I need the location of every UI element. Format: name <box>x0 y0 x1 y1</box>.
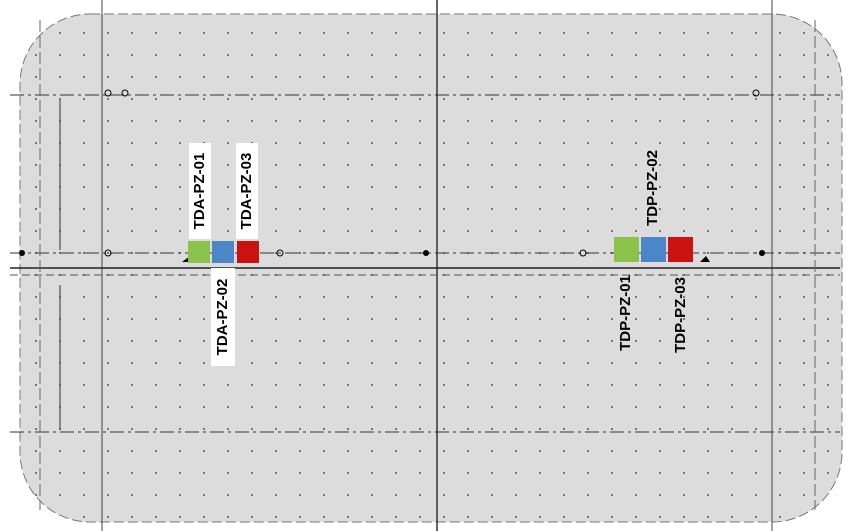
piezometer-label: TDA-PZ-01 <box>191 153 208 230</box>
piezometer-label: TDA-PZ-02 <box>214 279 231 356</box>
marker-green <box>188 241 210 263</box>
marker-blue <box>212 241 234 263</box>
piezometer-label: TDP-PZ-01 <box>617 275 634 351</box>
piezometer-label: TDP-PZ-03 <box>672 277 689 353</box>
marker-red <box>668 237 693 262</box>
marker-blue <box>641 237 666 262</box>
plan-drawing: TDA-PZ-01 TDA-PZ-02 TDA-PZ-03 TDP-PZ-01 TDP-… <box>0 0 851 531</box>
piezometer-label: TDP-PZ-02 <box>644 150 661 226</box>
marker-red <box>237 241 259 263</box>
marker-green <box>614 237 639 262</box>
plan-background <box>10 0 842 531</box>
piezometer-label: TDA-PZ-03 <box>238 153 255 230</box>
